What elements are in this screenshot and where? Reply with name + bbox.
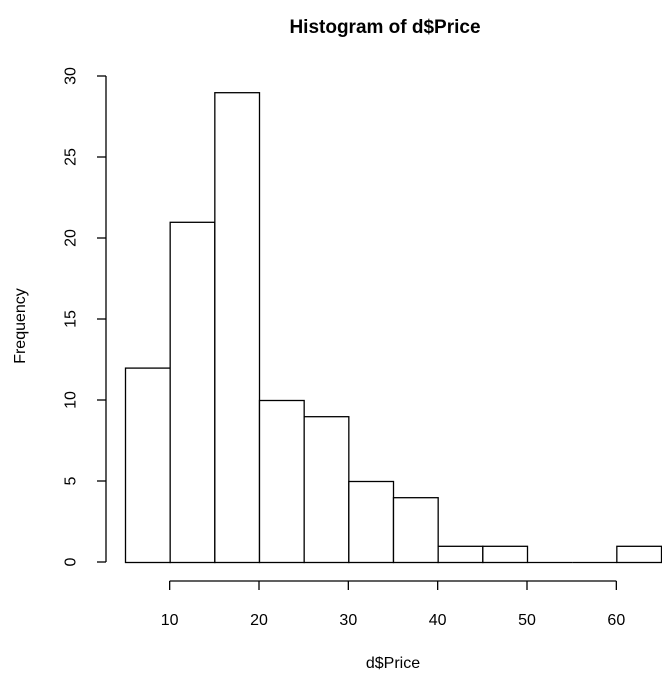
histogram-bar xyxy=(348,480,395,564)
x-axis-label: d$Price xyxy=(366,655,420,672)
histogram-bar xyxy=(124,367,171,564)
bars-group xyxy=(124,92,662,564)
histogram-bar xyxy=(303,416,350,564)
y-tick-label: 10 xyxy=(63,391,80,409)
x-tick-label: 50 xyxy=(518,612,536,629)
x-tick-label: 60 xyxy=(607,612,625,629)
histogram-bar xyxy=(169,221,216,564)
y-tick-label: 15 xyxy=(63,310,80,328)
histogram-bar xyxy=(616,545,662,564)
histogram-bar xyxy=(258,399,305,564)
y-tick-label: 5 xyxy=(63,476,80,485)
x-tick-label: 40 xyxy=(429,612,447,629)
x-tick-label: 20 xyxy=(250,612,268,629)
y-axis-label: Frequency xyxy=(12,288,29,364)
y-tick-label: 30 xyxy=(63,67,80,85)
histogram-bar xyxy=(482,545,529,564)
y-tick-label: 0 xyxy=(63,557,80,566)
y-axis: 0 5 10 15 20 25 30 xyxy=(63,67,107,566)
histogram-bar xyxy=(214,92,261,564)
x-tick-label: 10 xyxy=(161,612,179,629)
histogram-bar xyxy=(392,497,439,564)
histogram-bar xyxy=(437,545,484,564)
chart-title: Histogram of d$Price xyxy=(289,17,480,38)
y-tick-label: 20 xyxy=(63,229,80,247)
x-tick-label: 30 xyxy=(339,612,357,629)
y-tick-label: 25 xyxy=(63,148,80,166)
x-axis: 10 20 30 40 50 60 xyxy=(161,580,625,629)
